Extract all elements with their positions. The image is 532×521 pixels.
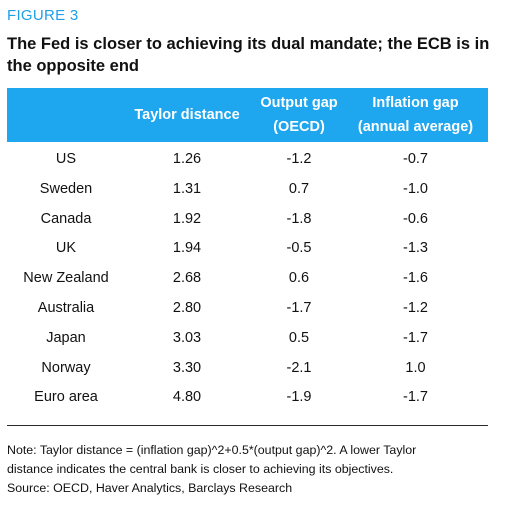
inflation-gap-cell: -1.3 [403,240,428,257]
header-output-line1: Output gap [260,95,338,111]
inflation-gap-cell: -1.7 [403,329,428,346]
header-inflation-gap: Inflation gap (annual average) [343,88,488,142]
output-gap-cell: 0.5 [288,329,310,346]
country-cell: New Zealand [23,270,109,287]
output-gap-cell: -1.8 [286,210,312,227]
table-row: Norway 3.30 -2.1 1.0 [7,354,488,384]
output-gap-cell: -1.7 [286,299,312,316]
country-cell: Sweden [39,180,93,197]
header-taylor-distance: Taylor distance [119,88,255,142]
footnote: Note: Taylor distance = (inflation gap)^… [7,441,517,498]
taylor-distance-cell: 3.03 [172,329,202,346]
inflation-gap-cell: -1.6 [403,270,428,287]
table-header: Taylor distance Output gap (OECD) Inflat… [7,88,488,142]
note-line-2: distance indicates the central bank is c… [7,462,394,476]
output-gap-cell: -1.9 [286,389,312,406]
table-row: US 1.26 -1.2 -0.7 [7,145,488,175]
figure-title: The Fed is closer to achieving its dual … [7,35,490,75]
country-cell: Canada [40,210,92,227]
country-cell: Australia [37,299,95,316]
header-inflation-line1: Inflation gap [372,95,459,111]
table-bottom-rule [7,425,488,426]
taylor-distance-cell: 1.31 [172,180,202,197]
inflation-gap-cell: -1.0 [403,180,428,197]
table-row: Canada 1.92 -1.8 -0.6 [7,205,488,235]
table-row: Japan 3.03 0.5 -1.7 [7,324,488,354]
table-body: US 1.26 -1.2 -0.7 Sweden 1.31 0.7 -1.0 Canada 1.9… [7,145,488,413]
country-cell: Japan [46,329,86,346]
note-line-1: Note: Taylor distance = (inflation gap)^… [7,443,417,457]
output-gap-cell: 0.6 [288,270,310,287]
taylor-distance-cell: 4.80 [172,389,202,406]
country-cell: Norway [41,359,91,376]
country-cell: Euro area [34,389,98,406]
table-row: Sweden 1.31 0.7 -1.0 [7,175,488,205]
output-gap-cell: -2.1 [286,359,312,376]
taylor-distance-cell: 2.80 [172,299,202,316]
inflation-gap-cell: -0.7 [403,151,428,167]
inflation-gap-cell: -1.2 [403,299,428,316]
header-country [7,88,119,142]
inflation-gap-cell: -1.7 [403,389,428,406]
header-inflation-line2: (annual average) [357,119,474,135]
output-gap-cell: -0.5 [286,240,312,257]
figure-label: FIGURE 3 [7,7,79,24]
header-taylor-label: Taylor distance [134,107,240,123]
output-gap-cell: -1.2 [286,151,312,167]
taylor-distance-cell: 3.30 [172,359,202,376]
source-line: Source: OECD, Haver Analytics, Barclays … [7,481,293,495]
table-row: UK 1.94 -0.5 -1.3 [7,234,488,264]
inflation-gap-cell: -0.6 [403,210,428,227]
table-row: Euro area 4.80 -1.9 -1.7 [7,383,488,413]
header-output-line2: (OECD) [273,119,325,135]
table-row: Australia 2.80 -1.7 -1.2 [7,294,488,324]
taylor-distance-cell: 1.26 [172,151,202,167]
country-cell: UK [55,240,77,257]
taylor-distance-cell: 2.68 [172,270,202,287]
taylor-distance-cell: 1.92 [172,210,202,227]
output-gap-cell: 0.7 [288,180,310,197]
header-output-gap: Output gap (OECD) [255,88,343,142]
inflation-gap-cell: 1.0 [405,359,426,376]
country-cell: US [55,151,77,167]
data-table: Taylor distance Output gap (OECD) Inflat… [7,88,488,413]
taylor-distance-cell: 1.94 [172,240,202,257]
table-row: New Zealand 2.68 0.6 -1.6 [7,264,488,294]
